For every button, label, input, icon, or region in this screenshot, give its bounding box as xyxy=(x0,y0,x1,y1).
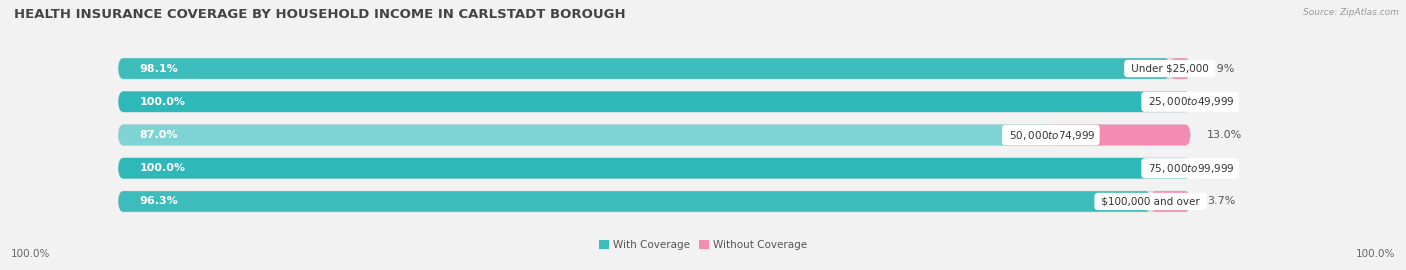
Text: Under $25,000: Under $25,000 xyxy=(1128,63,1212,73)
Text: 100.0%: 100.0% xyxy=(139,97,186,107)
FancyBboxPatch shape xyxy=(1150,191,1191,212)
Text: 100.0%: 100.0% xyxy=(139,163,186,173)
Text: 96.3%: 96.3% xyxy=(139,197,179,207)
FancyBboxPatch shape xyxy=(1050,125,1191,145)
Text: 100.0%: 100.0% xyxy=(11,249,51,259)
Text: $100,000 and over: $100,000 and over xyxy=(1098,197,1204,207)
Text: 100.0%: 100.0% xyxy=(1355,249,1395,259)
Text: 1.9%: 1.9% xyxy=(1206,63,1236,73)
FancyBboxPatch shape xyxy=(118,158,1191,178)
Text: Source: ZipAtlas.com: Source: ZipAtlas.com xyxy=(1303,8,1399,17)
Text: 87.0%: 87.0% xyxy=(139,130,177,140)
Text: $25,000 to $49,999: $25,000 to $49,999 xyxy=(1144,95,1236,108)
FancyBboxPatch shape xyxy=(118,125,1050,145)
FancyBboxPatch shape xyxy=(118,92,1191,112)
FancyBboxPatch shape xyxy=(118,191,1150,212)
Text: 13.0%: 13.0% xyxy=(1206,130,1241,140)
FancyBboxPatch shape xyxy=(118,158,1191,178)
Text: 0.0%: 0.0% xyxy=(1206,163,1234,173)
Text: 98.1%: 98.1% xyxy=(139,63,179,73)
Text: 0.0%: 0.0% xyxy=(1206,97,1234,107)
FancyBboxPatch shape xyxy=(118,191,1191,212)
Text: 3.7%: 3.7% xyxy=(1206,197,1236,207)
Text: $75,000 to $99,999: $75,000 to $99,999 xyxy=(1144,162,1236,175)
Legend: With Coverage, Without Coverage: With Coverage, Without Coverage xyxy=(595,236,811,254)
FancyBboxPatch shape xyxy=(118,58,1170,79)
FancyBboxPatch shape xyxy=(118,58,1191,79)
FancyBboxPatch shape xyxy=(118,125,1191,145)
FancyBboxPatch shape xyxy=(1170,58,1189,79)
Text: HEALTH INSURANCE COVERAGE BY HOUSEHOLD INCOME IN CARLSTADT BOROUGH: HEALTH INSURANCE COVERAGE BY HOUSEHOLD I… xyxy=(14,8,626,21)
FancyBboxPatch shape xyxy=(118,92,1191,112)
Text: $50,000 to $74,999: $50,000 to $74,999 xyxy=(1005,129,1097,141)
